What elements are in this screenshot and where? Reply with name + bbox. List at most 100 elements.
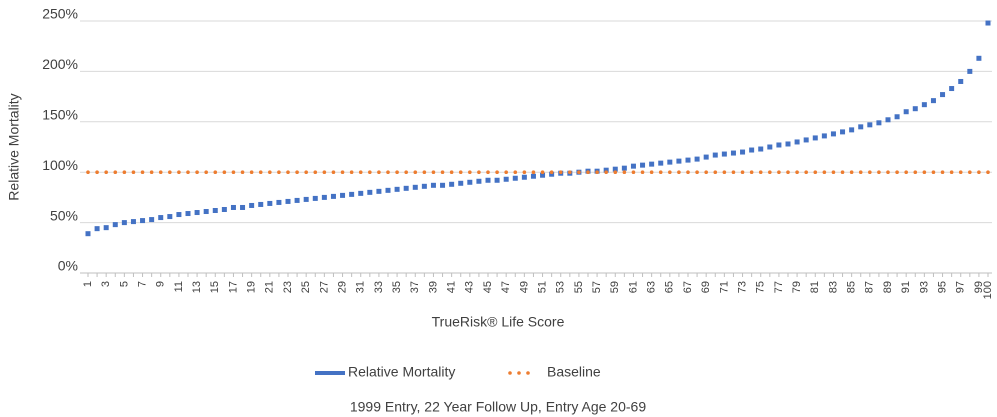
y-axis-label: Relative Mortality [6,93,22,200]
data-point [322,170,327,174]
data-point [858,170,863,174]
data-point [286,170,290,174]
data-point [149,170,154,174]
data-point [449,170,454,174]
x-tick-label: 29 [336,281,348,293]
x-tick-label: 37 [409,281,421,293]
data-point [621,165,627,171]
data-point [330,193,336,199]
data-point [821,133,827,139]
legend-swatch [526,371,530,375]
data-point [494,177,500,183]
x-tick-label: 5 [118,281,130,287]
x-tick-label: 45 [482,281,494,293]
x-tick-label: 41 [446,281,458,293]
data-point [277,170,281,174]
data-point [577,170,581,174]
data-point [422,170,427,174]
y-tick-label: 50% [50,207,78,223]
data-point [677,170,681,174]
data-point [513,170,518,174]
data-point [531,170,536,174]
data-point [540,172,546,178]
x-tick-label: 47 [500,281,512,293]
data-point [640,162,646,168]
data-point [849,127,855,133]
data-point [676,158,682,164]
data-point [168,170,172,174]
x-tick-label: 89 [882,281,894,293]
data-point [503,176,509,182]
data-point [894,114,900,120]
x-tick-label: 49 [518,281,530,293]
data-point [604,170,608,174]
data-point [785,141,791,147]
data-point [167,214,173,220]
data-point [949,170,954,174]
legend-label: Baseline [547,364,601,380]
data-point [213,170,218,174]
data-point [804,170,808,174]
x-tick-label: 15 [209,281,221,293]
data-point [112,222,118,228]
data-point [885,117,891,123]
data-point [831,170,836,174]
data-point [803,137,809,143]
data-point [658,160,664,166]
data-point [86,170,90,174]
data-point [849,170,854,174]
x-tick-label: 19 [246,281,258,293]
data-point [485,177,491,183]
data-point [704,170,708,174]
data-point [458,170,463,174]
data-point [695,170,699,174]
data-point [777,170,781,174]
data-point [921,102,927,108]
data-point [558,170,563,174]
data-point [740,149,746,155]
data-point [130,219,136,225]
data-point [685,157,691,163]
data-point [240,204,246,210]
data-point [458,180,464,186]
data-point [758,146,764,152]
data-point [249,170,254,174]
data-point [931,170,936,174]
data-point [776,142,782,148]
x-tick-label: 25 [300,281,312,293]
x-tick-label: 33 [373,281,385,293]
data-point [468,170,472,174]
data-point [976,55,982,61]
data-point [486,170,490,174]
data-point [749,170,754,174]
data-point [968,170,972,174]
data-point [113,170,118,174]
data-point [267,200,273,206]
data-point [403,185,409,191]
data-point [449,181,455,187]
data-point [440,182,446,188]
data-point [703,154,709,160]
data-point [895,170,899,174]
data-point [221,206,227,212]
data-point [522,170,527,174]
data-point [758,170,763,174]
x-tick-label: 35 [391,281,403,293]
y-tick-label: 200% [42,56,78,72]
x-tick-label: 31 [355,281,367,293]
data-point [131,170,136,174]
x-tick-label: 77 [773,281,785,293]
x-tick-label: 61 [627,281,639,293]
data-point [867,122,873,128]
data-point [386,170,390,174]
data-point [95,170,99,174]
x-tick-label: 9 [155,281,167,287]
x-tick-label: 95 [936,281,948,293]
data-point [104,170,108,174]
data-point [768,170,772,174]
data-point [858,124,864,130]
data-point [812,135,818,141]
data-point [321,194,327,200]
data-point [686,170,690,174]
data-point [540,170,545,174]
